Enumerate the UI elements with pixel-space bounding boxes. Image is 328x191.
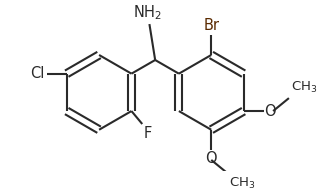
Text: CH$_3$: CH$_3$ xyxy=(229,176,256,191)
Text: NH$_2$: NH$_2$ xyxy=(133,3,162,22)
Text: Br: Br xyxy=(203,18,219,33)
Text: CH$_3$: CH$_3$ xyxy=(291,80,318,95)
Text: O: O xyxy=(205,151,217,166)
Text: O: O xyxy=(264,104,276,119)
Text: F: F xyxy=(144,126,152,141)
Text: Cl: Cl xyxy=(30,66,44,81)
